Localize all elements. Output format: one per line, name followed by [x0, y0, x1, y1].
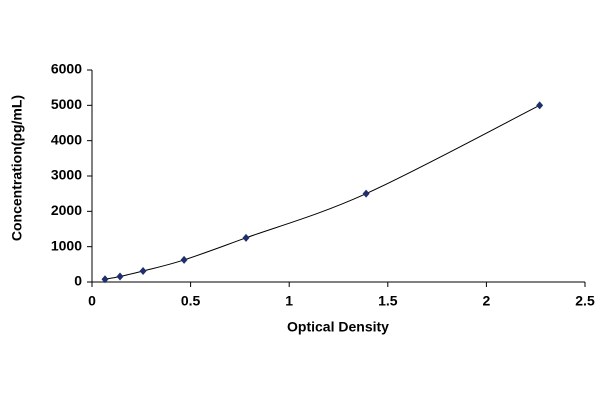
x-tick-label: 2 [483, 293, 491, 309]
y-tick-label: 5000 [51, 96, 82, 112]
x-tick-label: 0 [88, 293, 96, 309]
y-tick-label: 3000 [51, 167, 82, 183]
y-tick-label: 1000 [51, 237, 82, 253]
x-tick-label: 0.5 [181, 293, 201, 309]
y-tick-label: 4000 [51, 131, 82, 147]
point [101, 275, 109, 284]
y-tick-label: 2000 [51, 202, 82, 218]
point [180, 255, 188, 264]
point [362, 189, 370, 198]
x-tick-label: 1.5 [378, 293, 398, 309]
x-tick-label: 1 [285, 293, 293, 309]
point [139, 266, 147, 275]
x-tick-label: 2.5 [575, 293, 595, 309]
curve [104, 104, 540, 280]
y-tick-label: 0 [74, 273, 82, 289]
point [116, 272, 124, 281]
y-tick-label: 6000 [51, 61, 82, 77]
point [242, 233, 250, 242]
y-axis-label: Concentration(pg/mL) [9, 95, 25, 241]
x-axis-label: Optical Density [287, 319, 389, 335]
point [536, 101, 544, 110]
